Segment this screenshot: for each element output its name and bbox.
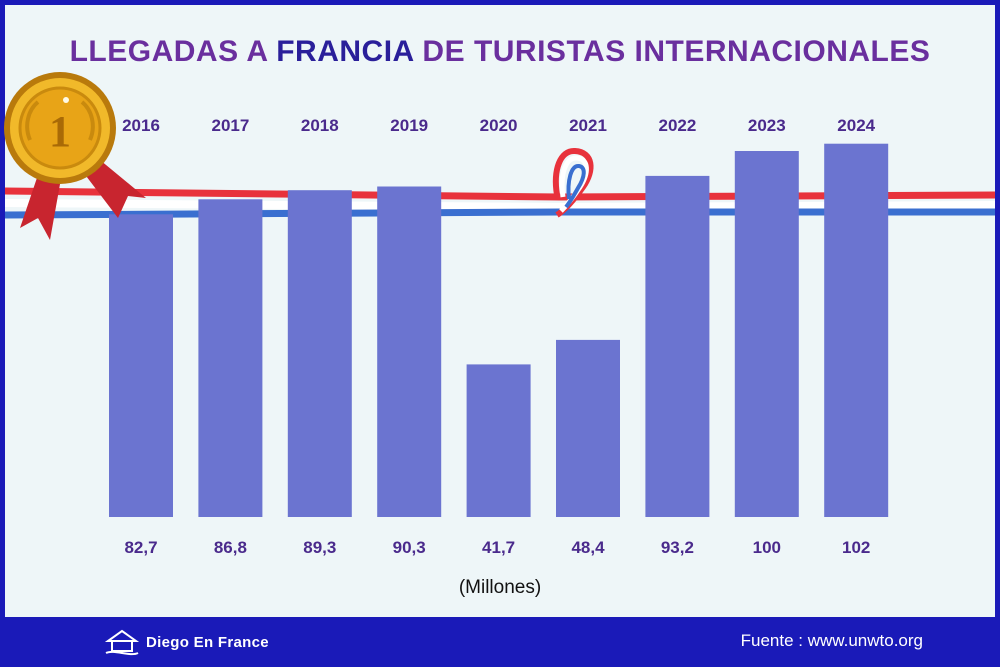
year-labels: 2016 2017 2018 2019 2020 2021 2022 2023 2024 [122, 116, 876, 135]
value-label-2016: 82,7 [124, 538, 157, 557]
value-label-2017: 86,8 [214, 538, 247, 557]
bar-2023 [734, 151, 799, 517]
year-label-2024: 2024 [837, 116, 875, 135]
bar-2019 [377, 186, 442, 517]
value-label-2018: 89,3 [303, 538, 336, 557]
svg-text:1: 1 [49, 107, 71, 156]
brand-name: Diego En France [146, 633, 269, 651]
footer-bar: Diego En France Fuente : www.unwto.org [0, 617, 1000, 667]
value-label-2023: 100 [753, 538, 781, 557]
bar-chart: 2016 2017 2018 2019 2020 2021 2022 2023 2024 82,… [5, 116, 995, 557]
year-label-2020: 2020 [480, 116, 518, 135]
chart-panel: LLEGADAS A FRANCIA DE TURISTAS INTERNACI… [5, 5, 995, 617]
value-label-2022: 93,2 [661, 538, 694, 557]
title-highlight: FRANCIA [276, 35, 414, 68]
value-labels: 82,7 86,8 89,3 90,3 41,7 48,4 93,2 100 102 [124, 538, 870, 557]
bar-2017 [198, 199, 263, 518]
bars-group [109, 143, 889, 518]
unit-label: (Millones) [458, 577, 542, 598]
bar-2024 [824, 143, 889, 517]
value-label-2020: 41,7 [482, 538, 515, 557]
bar-2018 [287, 190, 352, 517]
source-label: Fuente : www.unwto.org [740, 631, 923, 650]
year-label-2019: 2019 [390, 116, 428, 135]
year-label-2018: 2018 [301, 116, 339, 135]
year-label-2016: 2016 [122, 116, 160, 135]
gold-medal-icon: 1 [4, 72, 146, 240]
value-label-2024: 102 [842, 538, 870, 557]
value-label-2019: 90,3 [393, 538, 426, 557]
year-label-2021: 2021 [569, 116, 607, 135]
brand[interactable]: Diego En France [104, 628, 269, 656]
bar-2016 [109, 214, 173, 518]
title-part1: LLEGADAS A [69, 35, 277, 68]
value-label-2021: 48,4 [571, 538, 605, 557]
title-part2: DE TURISTAS INTERNACIONALES [413, 35, 931, 68]
bar-2021 [556, 339, 620, 517]
chart-title: LLEGADAS A FRANCIA DE TURISTAS INTERNACI… [5, 35, 995, 69]
year-label-2022: 2022 [658, 116, 696, 135]
bar-2020 [466, 364, 531, 517]
house-logo-icon [104, 629, 140, 656]
bar-2022 [645, 175, 710, 517]
year-label-2023: 2023 [748, 116, 786, 135]
year-label-2017: 2017 [211, 116, 249, 135]
